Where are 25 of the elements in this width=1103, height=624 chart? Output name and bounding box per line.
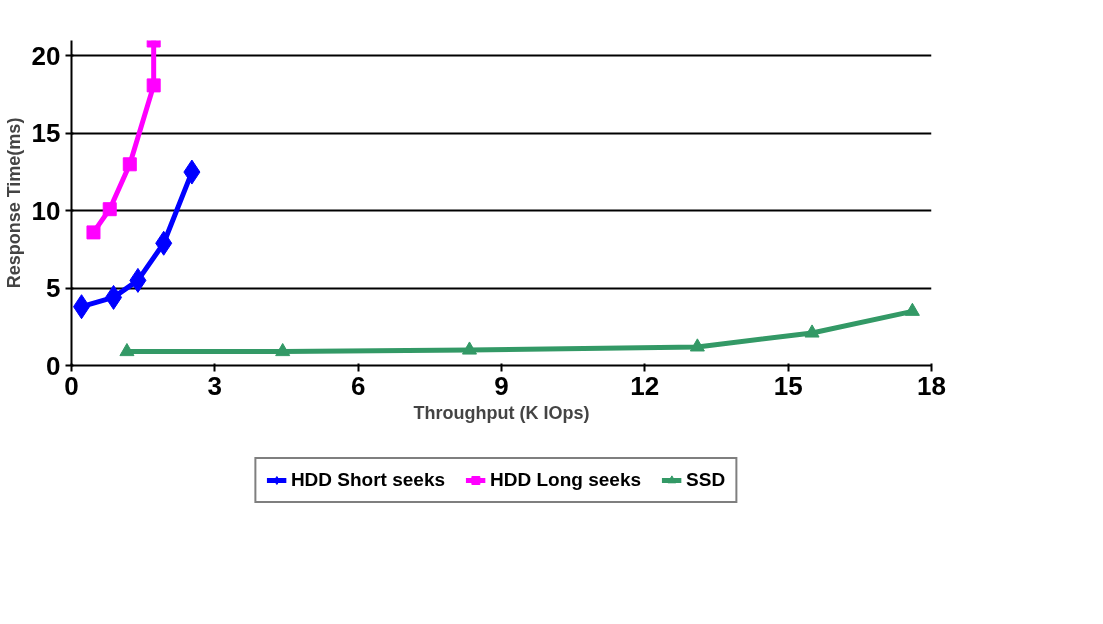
x-tick-label: 3 [207,370,223,401]
point [804,324,820,338]
point [689,338,705,352]
point [275,342,291,357]
y-tick-label: 0 [46,350,61,381]
y-tick-label: 10 [31,195,61,226]
legend-label: HDD Short seeks [290,469,446,491]
x-tick-label: 9 [494,370,509,401]
legend-label: SSD [686,469,726,491]
y-tick-label: 5 [46,273,61,304]
x-axis-title: Throughput (K IOps) [413,402,590,423]
x-tick-label: 12 [630,370,660,401]
point [122,157,137,172]
y-axis-title: Response Time(ms) [3,117,24,289]
point [102,202,117,217]
point [119,342,135,357]
point [86,225,101,240]
x-tick-label: 15 [773,370,803,401]
y-tick-label: 15 [31,118,61,149]
x-tick-label: 6 [350,370,366,401]
point [461,341,477,355]
legend-label: HDD Long seeks [490,469,642,491]
point [904,302,920,316]
y-tick-label: 20 [31,40,61,71]
x-tick-label: 18 [917,370,946,401]
